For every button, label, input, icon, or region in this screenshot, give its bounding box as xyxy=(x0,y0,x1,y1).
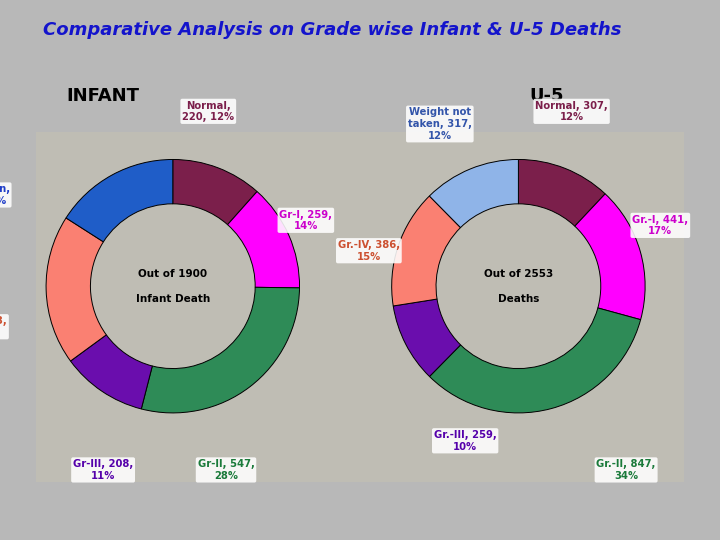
Wedge shape xyxy=(518,159,606,226)
Wedge shape xyxy=(393,299,461,376)
Text: Gr-II, 547,
28%: Gr-II, 547, 28% xyxy=(197,459,254,481)
Text: Out of 1900: Out of 1900 xyxy=(138,268,207,279)
Wedge shape xyxy=(430,308,641,413)
Text: Gr.-II, 847,
34%: Gr.-II, 847, 34% xyxy=(596,459,656,481)
Text: r.-IV, 363,
19%: r.-IV, 363, 19% xyxy=(0,316,7,338)
Text: Normal, 307,
12%: Normal, 307, 12% xyxy=(535,100,608,122)
Wedge shape xyxy=(575,194,645,320)
Text: U-5: U-5 xyxy=(529,87,564,105)
Text: Gr-III, 208,
11%: Gr-III, 208, 11% xyxy=(73,459,133,481)
Wedge shape xyxy=(429,159,518,227)
Bar xyxy=(36,132,684,482)
Text: Not taken,
303, 16%: Not taken, 303, 16% xyxy=(0,184,10,206)
Text: Normal,
220, 12%: Normal, 220, 12% xyxy=(182,100,234,122)
Wedge shape xyxy=(66,159,173,242)
Text: INFANT: INFANT xyxy=(67,87,140,105)
Text: Weight not
taken, 317,
12%: Weight not taken, 317, 12% xyxy=(408,107,472,140)
Wedge shape xyxy=(46,218,107,361)
Text: Deaths: Deaths xyxy=(498,294,539,304)
Text: Gr-I, 259,
14%: Gr-I, 259, 14% xyxy=(279,210,333,231)
Text: Infant Death: Infant Death xyxy=(135,294,210,304)
Text: Out of 2553: Out of 2553 xyxy=(484,268,553,279)
Wedge shape xyxy=(392,196,461,306)
Text: Gr.-IV, 386,
15%: Gr.-IV, 386, 15% xyxy=(338,240,400,261)
Text: Gr.-I, 441,
17%: Gr.-I, 441, 17% xyxy=(632,214,688,236)
Text: Comparative Analysis on Grade wise Infant & U-5 Deaths: Comparative Analysis on Grade wise Infan… xyxy=(43,21,621,39)
Wedge shape xyxy=(71,335,153,409)
Wedge shape xyxy=(173,159,257,225)
Wedge shape xyxy=(228,192,300,288)
Text: Gr.-III, 259,
10%: Gr.-III, 259, 10% xyxy=(434,430,497,451)
Wedge shape xyxy=(141,287,300,413)
